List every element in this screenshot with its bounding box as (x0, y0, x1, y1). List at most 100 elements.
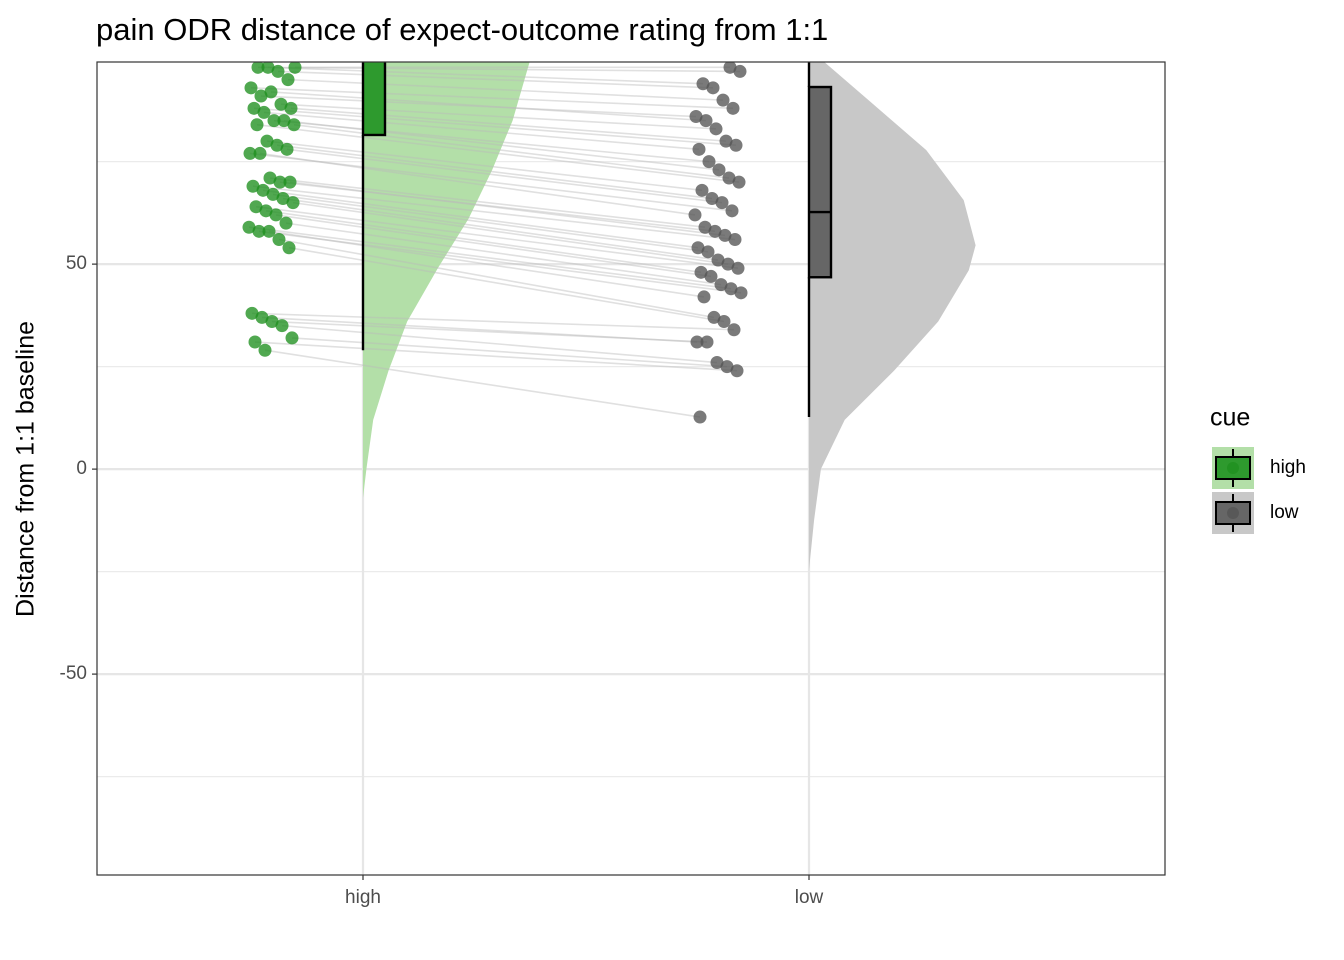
point (269, 208, 283, 222)
point (282, 241, 296, 255)
legend-title: cue (1210, 404, 1250, 432)
chart-title: pain ODR distance of expect-outcome rati… (96, 12, 828, 47)
point (729, 138, 743, 152)
box (361, 62, 387, 137)
point (248, 335, 262, 349)
pair-line (271, 320, 708, 343)
legend-key-point (1227, 462, 1239, 474)
pair-line (269, 177, 706, 229)
point (283, 175, 297, 189)
point (263, 171, 277, 185)
point (714, 278, 728, 292)
point (709, 122, 723, 136)
point (734, 286, 748, 300)
point (259, 204, 273, 218)
point (260, 134, 274, 148)
x-tick-label: high (345, 887, 381, 908)
point (254, 89, 268, 103)
point (724, 282, 738, 296)
pair-line (255, 205, 739, 270)
y-axis-title: Distance from 1:1 baseline (12, 321, 40, 617)
point (710, 356, 724, 370)
pair-line (277, 70, 714, 89)
pair-line (265, 210, 702, 274)
point (251, 62, 265, 74)
legend-label: low (1270, 502, 1299, 523)
point (722, 171, 736, 185)
pair-line (282, 197, 719, 261)
point (718, 228, 732, 242)
point (715, 196, 729, 210)
point (286, 196, 300, 210)
point (701, 245, 715, 259)
point (725, 204, 739, 218)
point (704, 269, 718, 283)
point (272, 233, 286, 247)
point (244, 81, 258, 95)
pair-line (273, 119, 710, 163)
point (689, 110, 703, 124)
point (281, 73, 295, 87)
pair-line (291, 337, 728, 368)
point (265, 315, 279, 329)
point (245, 306, 259, 320)
point (250, 118, 264, 132)
point (702, 155, 716, 169)
point (266, 187, 280, 201)
point (267, 114, 281, 128)
point (692, 142, 706, 156)
point (247, 101, 261, 115)
point (731, 261, 745, 275)
pair-line (251, 312, 735, 331)
point (711, 253, 725, 267)
x-tick-label: low (795, 887, 824, 908)
pair-line (262, 189, 699, 249)
point (275, 319, 289, 333)
pair-line (285, 222, 722, 286)
point (691, 241, 705, 255)
pair-line (278, 238, 715, 319)
point (727, 323, 741, 337)
pair-line (257, 66, 741, 73)
box (807, 85, 833, 279)
point (277, 114, 291, 128)
point (721, 257, 735, 271)
pair-line (288, 246, 725, 323)
plot-area (242, 62, 976, 570)
point (693, 410, 707, 424)
point (253, 146, 267, 160)
pair-line (280, 103, 717, 130)
point (717, 315, 731, 329)
point (264, 85, 278, 99)
point (726, 101, 740, 115)
point (730, 364, 744, 378)
point (706, 81, 720, 95)
legend-key-point (1227, 507, 1239, 519)
point (252, 224, 266, 238)
pair-line (249, 152, 733, 212)
pair-line (270, 91, 707, 122)
y-tick-label: -50 (60, 663, 87, 684)
point (728, 233, 742, 247)
panel-border (96, 61, 1166, 876)
point (285, 331, 299, 345)
point (707, 310, 721, 324)
point (688, 208, 702, 222)
y-tick-label: 0 (76, 458, 87, 479)
pair-line (279, 181, 716, 233)
pair-line (287, 78, 724, 101)
pair-line (260, 95, 697, 118)
point (256, 183, 270, 197)
point (733, 64, 747, 78)
legend-label: high (1270, 457, 1306, 478)
pair-line (256, 123, 740, 183)
point (242, 220, 256, 234)
y-tick-label: 50 (66, 253, 87, 274)
point (698, 220, 712, 234)
axes: -50 0 50 high low (60, 253, 824, 908)
pair-line (268, 230, 705, 298)
point (255, 310, 269, 324)
point (705, 192, 719, 206)
